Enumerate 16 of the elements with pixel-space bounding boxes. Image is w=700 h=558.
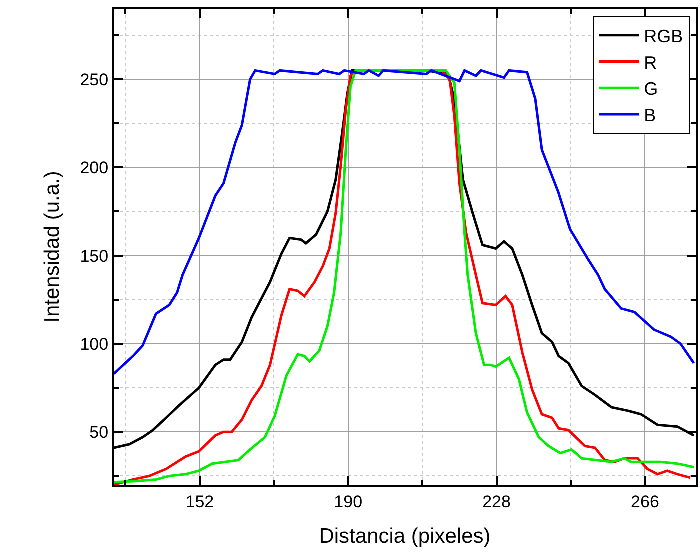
y-tick-label: 200	[80, 158, 109, 178]
line-series	[114, 69, 696, 376]
x-tick-label: 190	[334, 492, 363, 512]
y-axis-title: Intensidad (u.a.)	[40, 171, 64, 323]
y-tick-label: 150	[80, 246, 109, 266]
legend-label: R	[644, 52, 658, 73]
x-tick-label: 266	[631, 492, 660, 512]
y-tick-label: 250	[80, 70, 109, 90]
legend-label: G	[644, 79, 658, 100]
x-tick-label: 152	[186, 492, 214, 512]
x-axis-title: Distancia (pixeles)	[319, 525, 491, 548]
y-tick-label: 50	[90, 423, 109, 442]
x-tick-label: 228	[482, 492, 511, 512]
legend-label: B	[644, 106, 656, 126]
legend-label: RGB	[644, 26, 684, 46]
y-tick-label: 100	[80, 334, 109, 354]
